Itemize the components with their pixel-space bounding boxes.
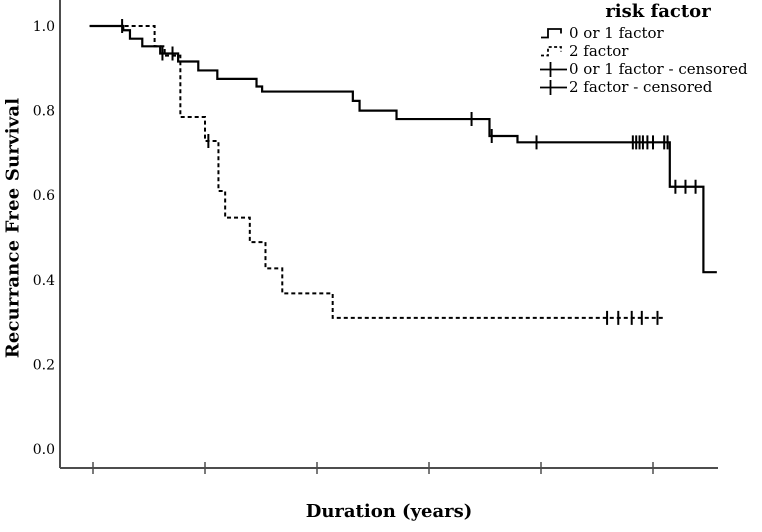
solid-step-icon [541,28,562,39]
legend-title: risk factor [605,1,711,22]
censor-marks-dashed [207,134,659,325]
y-tick-label: 0.8 [33,104,55,120]
y-tick-label: 1.0 [33,19,55,35]
legend-entry-label: 2 factor - censored [569,78,713,96]
legend-entry: 2 factor [540,42,758,60]
y-tick-label: 0.4 [33,273,55,289]
y-tick-label: 0.0 [33,442,55,458]
y-tick-label: 0.6 [33,188,55,204]
y-axis-title: Recurrance Free Survival [2,97,24,359]
x-axis-title: Duration (years) [305,501,473,522]
legend-entry: 0 or 1 factor [540,24,758,42]
censored-plus-icon [540,80,567,95]
dashed-step-icon [541,46,562,57]
legend-entry: 2 factor - censored [540,78,758,96]
censored-plus-icon [540,62,567,77]
legend-entry-label: 2 factor [569,42,629,60]
legend-entry-label: 0 or 1 factor - censored [569,60,748,78]
censor-marks-solid [121,19,697,194]
y-tick-label: 0.2 [33,357,55,373]
survival-curve-solid [89,24,717,274]
survival-curve-dashed [89,25,664,319]
legend-entry-label: 0 or 1 factor [569,24,664,42]
legend-entries: 0 or 1 factor 2 factor 0 or 1 factor - cen… [540,24,758,96]
legend: risk factor 0 or 1 factor 2 factor 0 or 1 … [540,1,758,96]
legend-entry: 0 or 1 factor - censored [540,60,758,78]
